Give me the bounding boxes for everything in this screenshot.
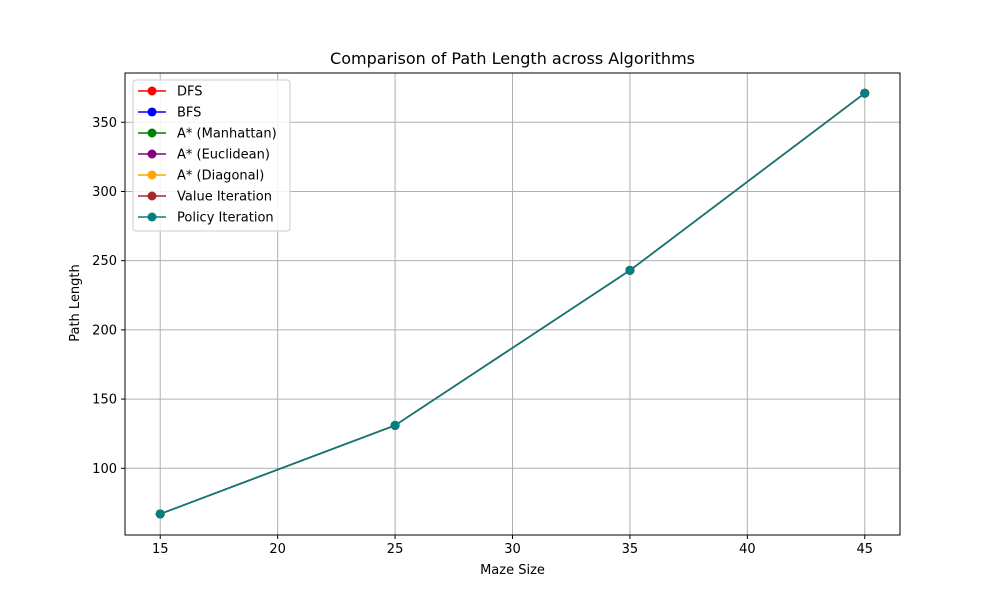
axis-ticks: 15 20 25 30 35 40 45 100 150 200 250 300 350 [92, 116, 873, 557]
x-tick-label: 40 [739, 542, 756, 557]
legend-swatch-marker [147, 128, 157, 138]
data-point [155, 509, 165, 519]
y-tick-label: 100 [92, 462, 117, 477]
legend-swatch-marker [147, 86, 157, 96]
y-tick-label: 150 [92, 393, 117, 408]
x-tick-label: 15 [152, 542, 169, 557]
legend-label: BFS [177, 106, 201, 121]
legend-label: DFS [177, 85, 203, 100]
legend-label: Value Iteration [177, 190, 272, 205]
legend: DFS BFS A* (Manhattan) A* (Euclidean) A* (Di… [132, 79, 291, 232]
data-point [860, 88, 870, 98]
legend-swatch-marker [147, 170, 157, 180]
x-tick-label: 35 [622, 542, 639, 557]
y-tick-label: 200 [92, 323, 117, 338]
y-tick-label: 250 [92, 254, 117, 269]
series-group [155, 88, 870, 519]
legend-label: A* (Manhattan) [177, 127, 277, 142]
data-point [390, 420, 400, 430]
legend-label: A* (Diagonal) [177, 169, 264, 184]
y-tick-label: 300 [92, 185, 117, 200]
legend-swatch-marker [147, 191, 157, 201]
legend-swatch-marker [147, 107, 157, 117]
y-tick-label: 350 [92, 116, 117, 131]
data-point [625, 265, 635, 275]
x-tick-label: 25 [387, 542, 404, 557]
x-axis-label: Maze Size [480, 563, 545, 578]
series-line-6 [159, 92, 866, 515]
x-tick-label: 20 [269, 542, 286, 557]
legend-label: Policy Iteration [177, 211, 274, 226]
chart-title: Comparison of Path Length across Algorit… [330, 49, 695, 68]
legend-swatch-marker [147, 212, 157, 222]
x-tick-label: 45 [856, 542, 873, 557]
x-tick-label: 30 [504, 542, 521, 557]
y-axis-label: Path Length [68, 264, 83, 342]
legend-swatch-marker [147, 149, 157, 159]
legend-box [132, 79, 291, 232]
legend-label: A* (Euclidean) [177, 148, 270, 163]
